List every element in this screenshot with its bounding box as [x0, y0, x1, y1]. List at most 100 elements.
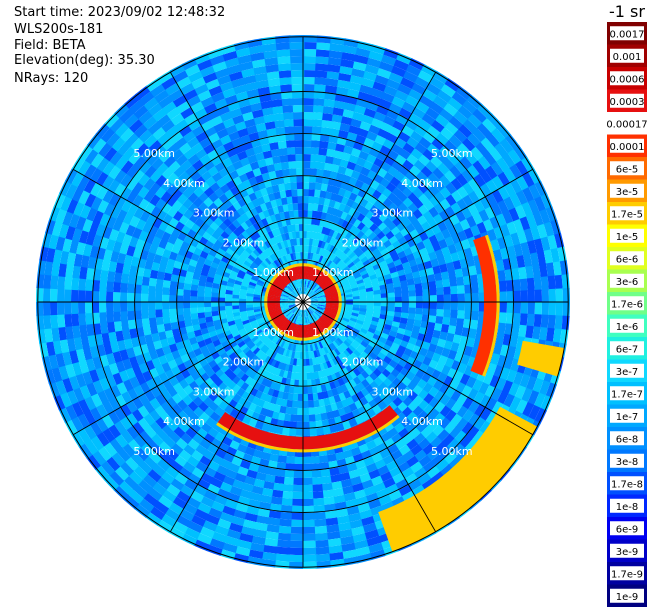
radar-cell — [509, 164, 523, 181]
radar-cell — [336, 250, 344, 258]
radar-cell — [451, 91, 468, 107]
radar-cell — [512, 279, 521, 293]
radar-cell — [366, 101, 380, 112]
radar-cell — [310, 297, 318, 300]
radar-cell — [317, 304, 325, 307]
colorbar-tick-label: 1.7e-7 — [611, 389, 643, 400]
radar-cell — [373, 218, 384, 228]
radar-cell — [448, 134, 463, 149]
radar-cell — [468, 177, 481, 192]
radar-cell — [429, 308, 437, 317]
radar-cell — [310, 302, 318, 304]
radar-cell — [449, 317, 458, 328]
radar-cell — [318, 197, 326, 206]
radar-cell — [447, 325, 457, 336]
radar-cell — [503, 234, 514, 249]
radar-cell — [370, 320, 379, 327]
radar-cells — [35, 34, 570, 569]
radar-cell — [314, 84, 327, 93]
radar-cell — [431, 138, 446, 152]
radar-cell — [313, 286, 320, 293]
radar-cell — [457, 302, 465, 312]
radar-cell — [457, 293, 465, 303]
radar-cell — [372, 285, 381, 292]
radar-cell — [329, 128, 341, 137]
radar-cell — [467, 133, 482, 148]
radar-cell — [486, 228, 498, 243]
radar-cell — [459, 156, 474, 171]
radar-cell — [310, 245, 316, 254]
radar-cell — [380, 248, 389, 257]
radar-cell — [381, 91, 396, 104]
radar-cell — [387, 302, 395, 308]
radar-cell — [422, 302, 430, 310]
radar-cell — [357, 127, 370, 139]
radar-cell — [359, 233, 369, 243]
colorbar-tick-label: 1e-9 — [616, 592, 639, 603]
radar-cell — [509, 335, 519, 349]
radar-cell — [434, 248, 444, 260]
radar-cell — [457, 310, 465, 320]
radar-cell — [336, 86, 350, 96]
radar-cell — [308, 196, 315, 204]
radar-cell — [401, 261, 411, 270]
radar-cell — [471, 128, 487, 144]
radar-cell — [343, 102, 357, 112]
radar-cell — [439, 331, 448, 342]
radar-cell — [317, 240, 324, 248]
radar-cell — [491, 175, 505, 191]
radar-cell — [311, 283, 317, 290]
radar-cell — [385, 230, 395, 241]
radar-cell — [471, 283, 479, 295]
radar-cell — [408, 290, 416, 298]
radar-cell — [337, 242, 346, 251]
radar-cell — [326, 260, 333, 268]
radar-cell — [309, 292, 316, 298]
radar-cell — [311, 140, 321, 148]
radar-cell — [305, 287, 309, 295]
radar-cell — [305, 238, 311, 246]
radar-cell — [352, 304, 360, 309]
radar-cell — [327, 64, 342, 74]
radar-cell — [435, 279, 444, 289]
radar-cell — [427, 274, 436, 283]
radar-cell — [413, 319, 422, 328]
radar-cell — [339, 65, 354, 76]
radar-cell — [410, 130, 424, 144]
radar-cell — [421, 253, 431, 264]
radar-cell — [441, 246, 451, 258]
radar-cell — [479, 196, 492, 211]
radar-cell — [350, 147, 362, 158]
colorbar-tick-label: 3e-8 — [616, 457, 639, 468]
radar-cell — [388, 102, 403, 115]
radar-cell — [521, 156, 535, 174]
radar-cell — [310, 304, 318, 307]
radar-cell — [471, 292, 479, 303]
radar-cell — [428, 315, 437, 324]
radar-cell — [440, 127, 455, 141]
radar-cell — [525, 325, 534, 340]
radar-cell — [340, 277, 348, 283]
radar-cell — [437, 256, 447, 267]
radar-cell — [433, 70, 450, 85]
radar-cell — [308, 291, 315, 297]
radar-cell — [305, 287, 308, 295]
radar-cell — [371, 281, 380, 288]
radar-cell — [442, 316, 451, 326]
radar-cell — [408, 113, 423, 126]
radar-cell — [343, 246, 351, 255]
radar-cell — [341, 220, 350, 229]
radar-cell — [374, 134, 387, 146]
radar-cell — [317, 302, 325, 305]
radar-cell — [345, 296, 353, 300]
radar-cell — [367, 270, 376, 277]
radar-cell — [349, 216, 358, 226]
radar-cell — [303, 245, 307, 253]
radar-cell — [498, 280, 507, 293]
radar-cell — [303, 140, 313, 148]
radar-cell — [342, 281, 350, 287]
radar-cell — [506, 345, 517, 360]
radar-cell — [552, 328, 562, 345]
radar-cell — [536, 223, 548, 240]
radar-cell — [401, 307, 409, 314]
